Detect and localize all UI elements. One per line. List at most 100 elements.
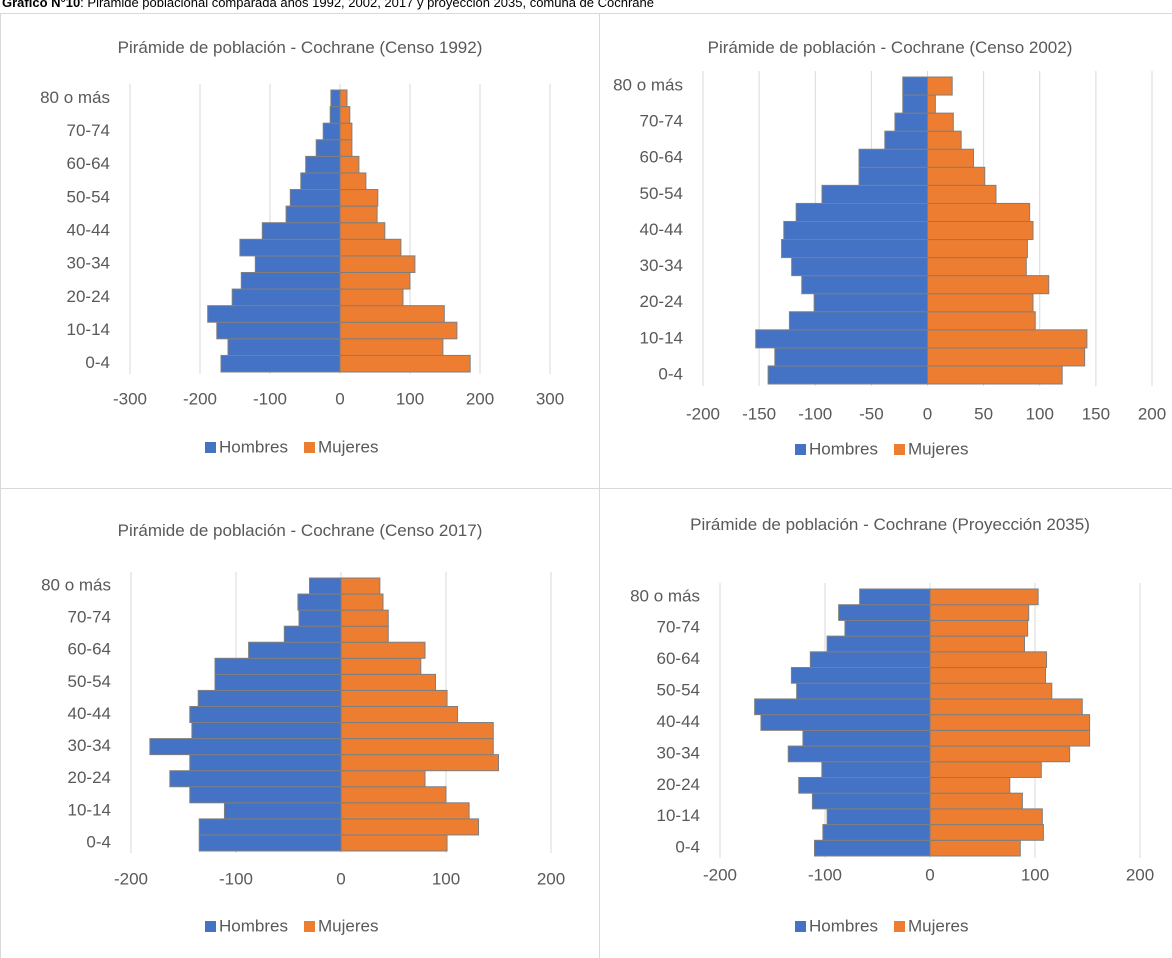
- y-tick-label: 70-74: [68, 608, 111, 627]
- bar: [822, 824, 931, 841]
- bar: [340, 657, 422, 675]
- bar: [838, 604, 931, 621]
- bar: [340, 738, 494, 756]
- bar: [902, 94, 928, 114]
- bar: [223, 802, 342, 820]
- bar: [339, 155, 360, 174]
- bar: [340, 705, 459, 724]
- bar: [339, 189, 379, 207]
- bar: [767, 365, 928, 385]
- bar: [809, 651, 931, 669]
- bar: [248, 641, 342, 659]
- bar: [285, 205, 341, 224]
- x-tick-label: -100: [808, 865, 842, 884]
- legend-swatch: [795, 921, 806, 932]
- bar: [929, 792, 1023, 810]
- bar: [340, 593, 384, 611]
- bar: [927, 329, 1088, 349]
- y-tick-label: 60-64: [657, 649, 700, 668]
- bar: [339, 89, 348, 108]
- chart-title: Pirámide de población - Cochrane (Censo …: [117, 38, 483, 57]
- bar: [189, 754, 342, 772]
- y-tick-label: 30-34: [67, 254, 110, 273]
- bar: [329, 106, 341, 124]
- x-tick-label: -300: [113, 389, 147, 408]
- bar: [300, 172, 341, 191]
- x-tick-label: -200: [703, 865, 737, 884]
- bar: [798, 776, 931, 794]
- bar: [239, 238, 341, 257]
- legend-swatch: [894, 921, 905, 932]
- y-tick-label: 20-24: [640, 292, 683, 311]
- bar: [927, 130, 962, 150]
- bar: [197, 689, 342, 707]
- bar: [339, 338, 444, 356]
- bar: [929, 808, 1043, 826]
- y-tick-label: 30-34: [68, 736, 111, 755]
- y-tick-label: 80 o más: [630, 586, 700, 605]
- y-tick-label: 40-44: [67, 220, 110, 239]
- y-tick-label: 20-24: [67, 287, 110, 306]
- x-tick-label: 0: [336, 869, 345, 888]
- legend-swatch: [894, 444, 905, 455]
- panel-border: [0, 488, 1172, 489]
- bar: [340, 641, 426, 659]
- bar: [929, 604, 1030, 621]
- x-tick-label: 100: [396, 389, 424, 408]
- x-tick-label: -100: [253, 389, 287, 408]
- bar: [309, 577, 342, 595]
- bar: [826, 635, 931, 653]
- bar: [858, 166, 929, 186]
- bar: [790, 667, 931, 684]
- bar: [220, 354, 341, 373]
- legend-label: Hombres: [809, 916, 878, 935]
- bar: [340, 609, 389, 627]
- bar: [801, 275, 929, 295]
- legend-swatch: [304, 442, 315, 453]
- bar: [339, 305, 445, 323]
- bar: [339, 321, 458, 340]
- y-tick-label: 20-24: [657, 775, 700, 794]
- y-tick-label: 40-44: [640, 220, 683, 239]
- bar: [339, 354, 471, 373]
- chart-title: Pirámide de población - Cochrane (Censo …: [117, 521, 483, 540]
- bar: [227, 338, 341, 356]
- bar: [191, 722, 342, 740]
- bar: [902, 76, 928, 96]
- y-tick-label: 70-74: [640, 112, 683, 131]
- y-tick-label: 80 o más: [613, 76, 683, 95]
- bar: [198, 834, 342, 852]
- x-tick-label: -100: [219, 869, 253, 888]
- x-tick-label: -150: [742, 404, 776, 423]
- x-tick-label: -50: [859, 404, 884, 423]
- bar: [339, 172, 367, 191]
- caption-label: Gráfico N°10: [2, 0, 81, 10]
- bar: [207, 305, 341, 323]
- bar: [927, 184, 997, 204]
- bar: [214, 657, 342, 675]
- x-tick-label: 0: [335, 389, 344, 408]
- bar: [802, 729, 931, 747]
- y-tick-label: 80 o más: [41, 576, 111, 595]
- y-tick-label: 40-44: [657, 712, 700, 731]
- bar: [297, 593, 342, 611]
- bar: [340, 818, 480, 836]
- bar: [929, 776, 1011, 794]
- bar: [216, 321, 341, 340]
- bar: [787, 745, 931, 763]
- bar: [927, 257, 1027, 277]
- y-tick-label: 0-4: [86, 832, 111, 851]
- bar: [339, 222, 386, 240]
- y-tick-label: 0-4: [85, 353, 110, 372]
- x-tick-label: 300: [536, 389, 564, 408]
- bar: [283, 625, 342, 643]
- y-tick-label: 30-34: [640, 256, 683, 275]
- y-tick-label: 70-74: [67, 121, 110, 140]
- bar: [339, 288, 404, 307]
- x-tick-label: 100: [1026, 404, 1054, 423]
- legend-swatch: [205, 921, 216, 932]
- bar: [927, 202, 1031, 222]
- bar: [791, 257, 928, 277]
